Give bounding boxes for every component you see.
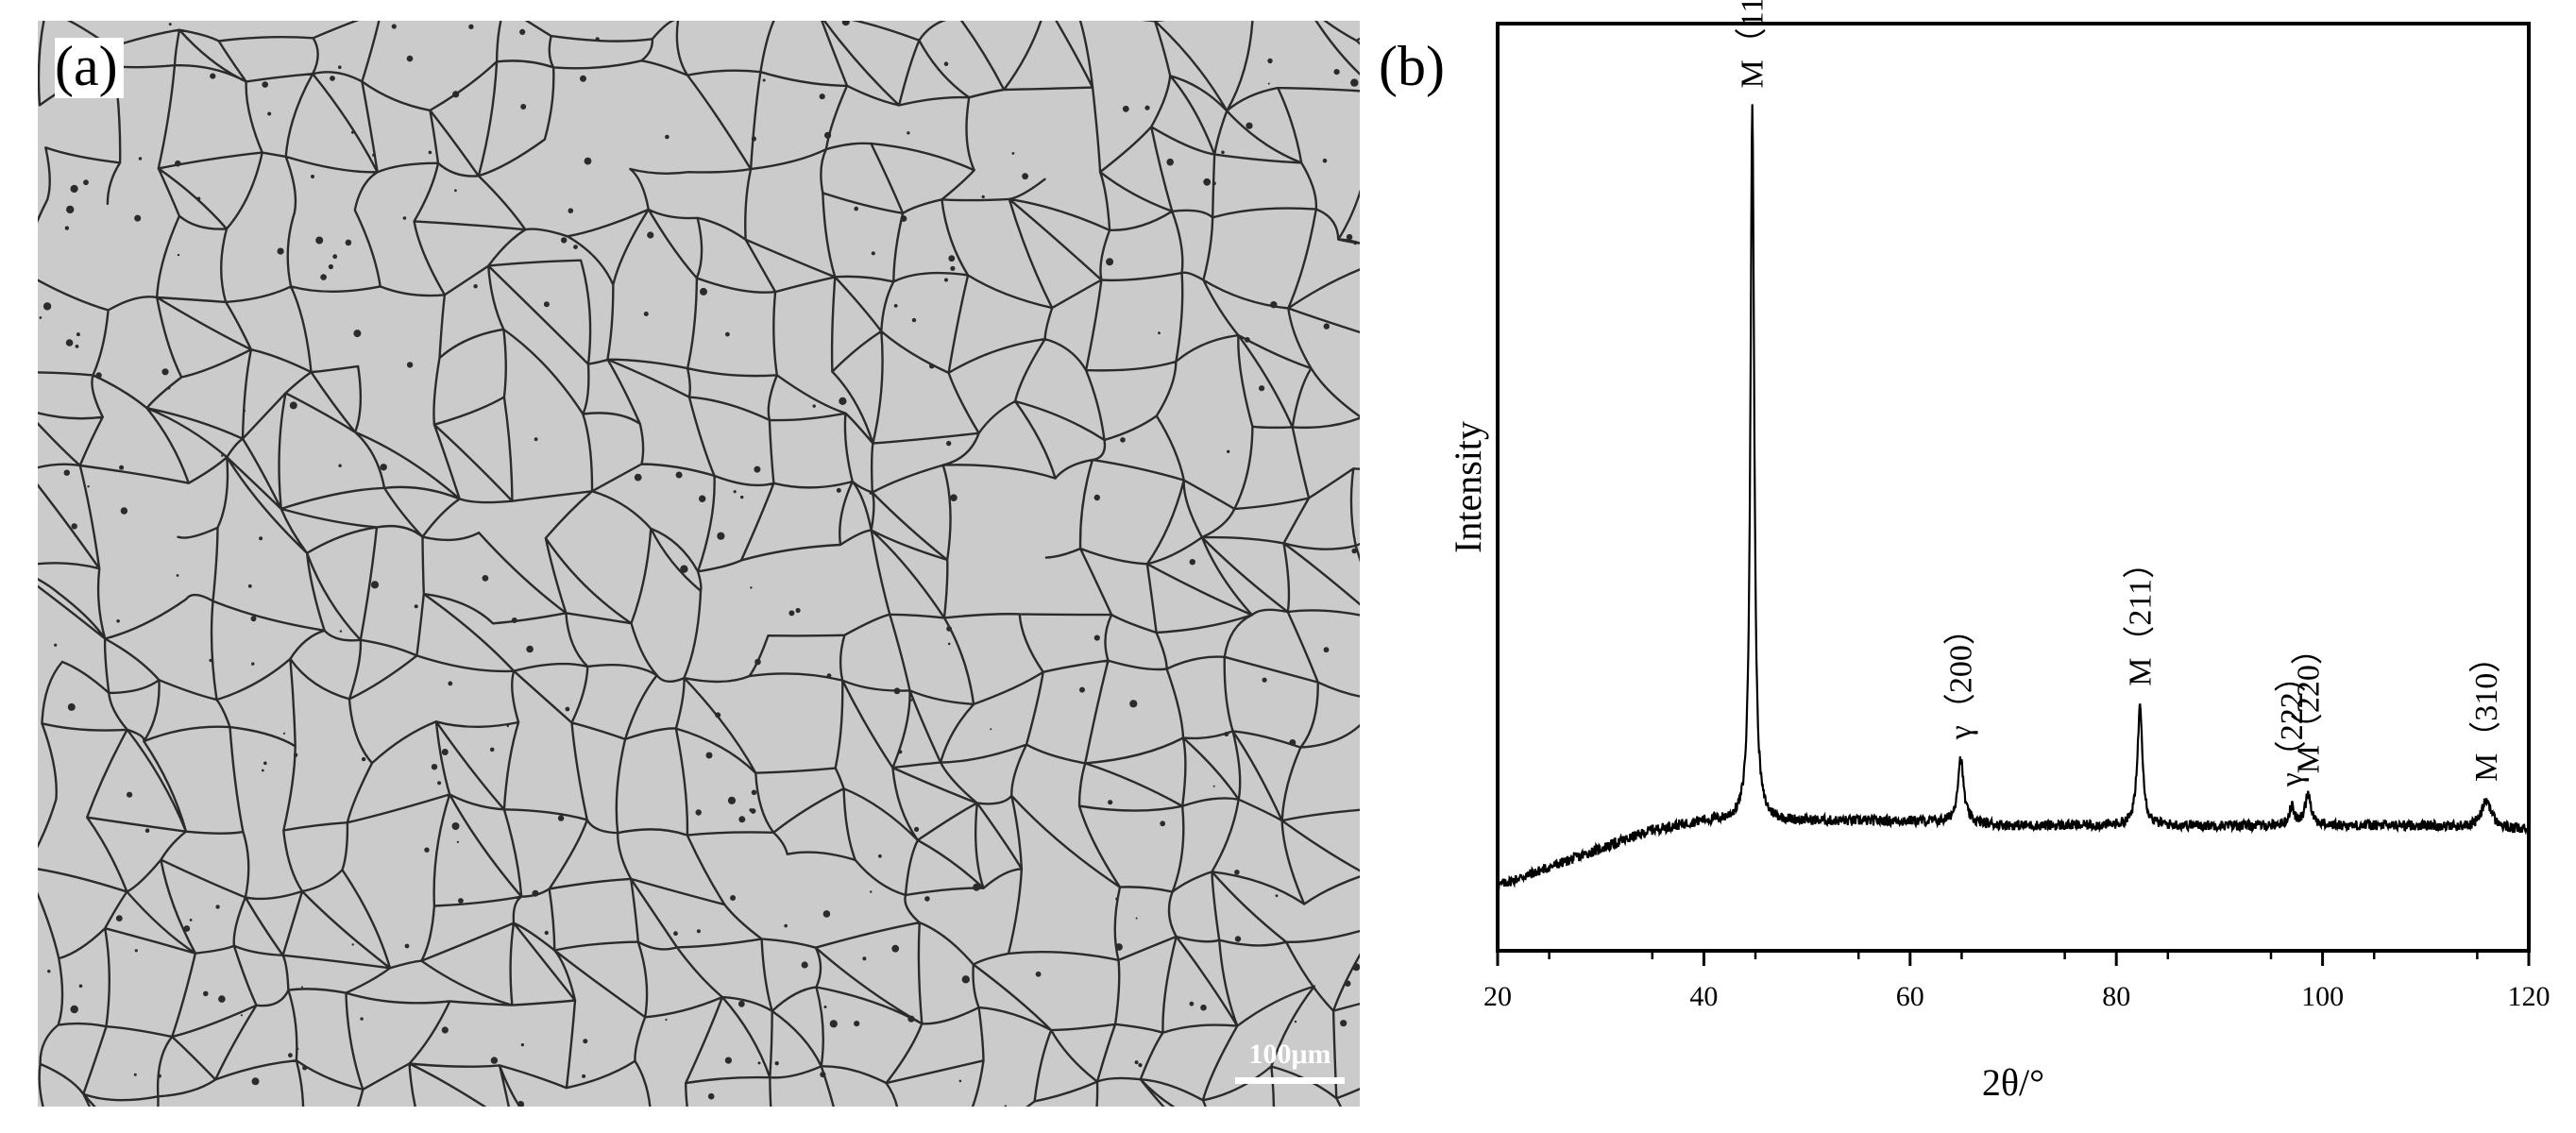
grain-boundaries: [38, 21, 1360, 1107]
micrograph-image: 100μm: [38, 21, 1360, 1107]
dark-precipitates: [39, 21, 1360, 1107]
x-axis-title: 2θ/°: [1982, 1061, 2044, 1104]
grain-boundary-network: [38, 21, 1360, 1107]
x-tick-label: 60: [1896, 981, 1924, 1012]
x-tick-label: 100: [2301, 981, 2344, 1012]
peak-label: M（110）: [1735, 0, 1771, 89]
peak-label: M（310）: [2468, 641, 2504, 782]
x-tick-label: 20: [1483, 981, 1512, 1012]
peak-label: γ（222）: [2274, 660, 2310, 787]
panel-label-b: (b): [1379, 38, 1450, 98]
diffraction-trace: [1496, 104, 2530, 891]
xrd-chart: 20 40 60 80 100 120 2θ/° Intensity M（110） γ（200） M…: [1447, 0, 2551, 1104]
plot-frame: [1496, 22, 2531, 953]
scale-bar: [1235, 1077, 1345, 1084]
scale-bar-label: 100μm: [1248, 1039, 1331, 1070]
peak-label: M（211）: [2122, 547, 2158, 686]
y-axis-title: Intensity: [1447, 421, 1489, 553]
peak-label: γ（200）: [1942, 613, 1978, 740]
x-tick-label: 40: [1689, 981, 1718, 1012]
x-tick-label: 80: [2102, 981, 2130, 1012]
peak-label: M（220）: [2290, 633, 2326, 773]
x-tick-label: 120: [2508, 981, 2551, 1012]
panel-label-a: (a): [55, 38, 124, 98]
